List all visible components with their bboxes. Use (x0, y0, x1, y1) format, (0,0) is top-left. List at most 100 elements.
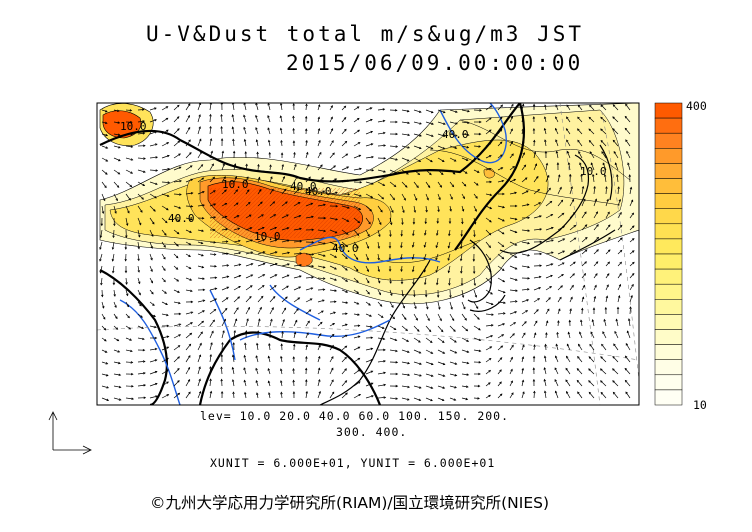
wind-vector (197, 138, 202, 147)
wind-vector (221, 286, 229, 291)
wind-vector (317, 321, 323, 327)
wind-vector (401, 265, 403, 272)
wind-vector (245, 164, 248, 171)
wind-vector (617, 295, 620, 303)
wind-vector-head (407, 121, 411, 125)
wind-vector-head (210, 150, 213, 154)
wind-vector-head (533, 332, 537, 335)
wind-vector-head (335, 218, 339, 221)
wind-vector-head (412, 282, 415, 285)
wind-vector (245, 318, 249, 327)
wind-vector (161, 253, 166, 260)
wind-vector-head (589, 343, 592, 347)
wind-vector (209, 366, 211, 375)
wind-vector (377, 372, 386, 375)
wind-vector-head (234, 318, 238, 322)
wind-vector (185, 391, 191, 399)
wind-vector-head (430, 351, 434, 354)
wind-vector-head (499, 393, 503, 396)
wind-vector (161, 117, 168, 123)
wind-vector-head (554, 390, 558, 394)
wind-vector (209, 190, 216, 195)
wind-vector-head (619, 224, 623, 228)
wind-vector (268, 140, 271, 147)
wind-vector-head (377, 257, 380, 261)
wind-vector (221, 189, 227, 195)
wind-vector-head (436, 221, 440, 224)
wind-vector (244, 392, 247, 399)
contour-label: 40.0 (305, 185, 332, 198)
wind-vector-head (125, 235, 128, 239)
wind-vector (509, 128, 513, 135)
wind-vector-head (293, 343, 296, 347)
wind-vector (221, 151, 224, 159)
wind-vector (173, 140, 180, 147)
wind-vector-head (237, 227, 241, 230)
wind-vector-head (268, 342, 271, 346)
wind-vector-head (154, 196, 157, 199)
wind-vector (293, 228, 302, 231)
wind-vector (588, 392, 595, 399)
wind-vector (317, 117, 320, 123)
wind-vector (244, 139, 247, 147)
wind-vector (605, 224, 611, 231)
wind-vector (581, 224, 588, 231)
wind-vector-head (232, 150, 236, 154)
wind-vector-head (395, 361, 399, 364)
wind-vector (305, 104, 307, 111)
wind-vector (173, 253, 179, 259)
wind-vector-head (478, 360, 482, 364)
wind-vector-head (178, 166, 182, 170)
wind-vector-head (243, 379, 247, 383)
wind-vector-head (499, 116, 503, 120)
wind-vector-head (199, 151, 203, 154)
wind-vector-head (477, 157, 481, 161)
wind-vector-head (138, 292, 141, 296)
wind-vector-head (562, 238, 566, 241)
wind-vector-head (423, 269, 427, 273)
wind-vector (509, 357, 513, 363)
wind-vector (485, 241, 491, 248)
wind-vector (101, 145, 108, 149)
wind-vector-head (249, 227, 253, 230)
wind-vector (473, 337, 481, 341)
wind-vector-head (612, 128, 615, 131)
wind-vector-head (489, 281, 493, 284)
wind-vector (101, 109, 108, 112)
wind-vector-head (454, 386, 457, 389)
wind-vector (449, 205, 452, 212)
wind-vector (412, 241, 415, 248)
wind-vector-head (510, 140, 513, 144)
wind-vector-head (189, 165, 193, 168)
wind-vector-head (537, 298, 540, 301)
wind-vector (281, 227, 289, 231)
wind-vector-head (430, 159, 433, 163)
wind-vector (113, 313, 118, 319)
wind-vector (149, 253, 153, 261)
wind-vector (593, 237, 599, 243)
wind-vector (389, 349, 398, 352)
wind-vector (185, 343, 191, 351)
wind-vector (161, 394, 169, 399)
wind-vector-head (536, 309, 539, 312)
wind-vector (269, 274, 277, 279)
wind-vector-head (343, 116, 347, 120)
wind-vector (112, 253, 115, 262)
wind-vector-head (500, 104, 504, 108)
wind-vector (221, 228, 228, 231)
wind-vector (625, 103, 631, 111)
wind-vector-head (153, 314, 156, 317)
wind-vector-head (105, 109, 108, 113)
wind-vector-head (532, 103, 536, 107)
wind-vector (389, 337, 397, 341)
wind-vector-head (188, 391, 191, 395)
wind-vector-head (220, 391, 224, 394)
wind-vector (545, 175, 550, 183)
wind-vector (341, 380, 347, 387)
wind-vector-head (235, 202, 239, 205)
wind-vector-head (581, 307, 584, 311)
wind-vector (629, 306, 631, 315)
wind-vector (269, 296, 276, 303)
wind-vector (221, 319, 226, 327)
wind-vector-head (512, 333, 515, 336)
